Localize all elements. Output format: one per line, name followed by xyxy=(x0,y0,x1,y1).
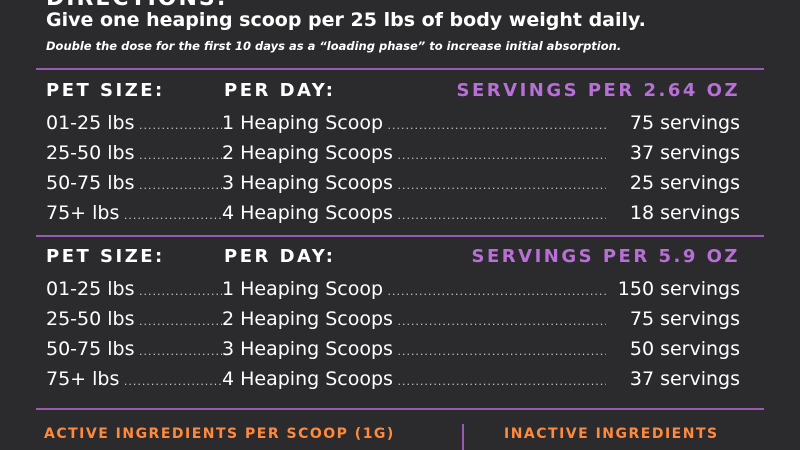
active-ingredients-heading: ACTIVE INGREDIENTS PER SCOOP (1G) xyxy=(44,426,395,442)
servings-cell: 37 servings xyxy=(627,368,740,390)
servings-cell: 75 servings xyxy=(627,112,740,134)
pet-size-cell: 25-50 lbs xyxy=(46,308,222,330)
pet-size-cell: 01-25 lbs xyxy=(46,278,222,300)
servings-cell: 37 servings xyxy=(627,142,740,164)
header-per-day: PER DAY: xyxy=(224,246,336,267)
servings-cell: 75 servings xyxy=(627,308,740,330)
per-day-cell: 4 Heaping Scoops xyxy=(222,368,606,390)
header-servings: SERVINGS PER 5.9 OZ xyxy=(471,246,740,267)
servings-cell: 18 servings xyxy=(627,202,740,224)
table-row: 01-25 lbs 1 Heaping Scoop 150 servings xyxy=(46,276,740,306)
divider-top xyxy=(36,68,764,70)
pet-size-cell: 50-75 lbs xyxy=(46,172,222,194)
header-per-day: PER DAY: xyxy=(224,80,336,101)
servings-table-2-64oz: PET SIZE: PER DAY: SERVINGS PER 2.64 OZ … xyxy=(46,80,740,230)
table-row: 75+ lbs 4 Heaping Scoops 37 servings xyxy=(46,366,740,396)
per-day-cell: 3 Heaping Scoops xyxy=(222,338,606,360)
pet-size-cell: 01-25 lbs xyxy=(46,112,222,134)
pet-size-cell: 75+ lbs xyxy=(46,368,222,390)
table-row: 75+ lbs 4 Heaping Scoops 18 servings xyxy=(46,200,740,230)
per-day-cell: 1 Heaping Scoop xyxy=(222,278,606,300)
pet-size-cell: 25-50 lbs xyxy=(46,142,222,164)
dosage-instruction: Give one heaping scoop per 25 lbs of bod… xyxy=(46,9,646,31)
table-row: 25-50 lbs 2 Heaping Scoops 37 servings xyxy=(46,140,740,170)
pet-size-cell: 75+ lbs xyxy=(46,202,222,224)
table-header: PET SIZE: PER DAY: SERVINGS PER 5.9 OZ xyxy=(46,246,740,276)
servings-table-5-9oz: PET SIZE: PER DAY: SERVINGS PER 5.9 OZ 0… xyxy=(46,246,740,396)
table-header: PET SIZE: PER DAY: SERVINGS PER 2.64 OZ xyxy=(46,80,740,110)
pet-size-cell: 50-75 lbs xyxy=(46,338,222,360)
per-day-cell: 1 Heaping Scoop xyxy=(222,112,606,134)
divider-middle xyxy=(36,235,764,237)
inactive-ingredients-heading: INACTIVE INGREDIENTS xyxy=(504,426,719,442)
divider-bottom xyxy=(36,408,764,410)
table-row: 50-75 lbs 3 Heaping Scoops 50 servings xyxy=(46,336,740,366)
per-day-cell: 3 Heaping Scoops xyxy=(222,172,606,194)
loading-phase-note: Double the dose for the first 10 days as… xyxy=(46,39,622,53)
table-row: 25-50 lbs 2 Heaping Scoops 75 servings xyxy=(46,306,740,336)
header-pet-size: PET SIZE: xyxy=(46,80,165,101)
table-row: 50-75 lbs 3 Heaping Scoops 25 servings xyxy=(46,170,740,200)
servings-cell: 25 servings xyxy=(627,172,740,194)
per-day-cell: 4 Heaping Scoops xyxy=(222,202,606,224)
table-row: 01-25 lbs 1 Heaping Scoop 75 servings xyxy=(46,110,740,140)
directions-heading: DIRECTIONS: xyxy=(46,0,228,11)
footer-vertical-divider xyxy=(462,424,464,450)
servings-cell: 50 servings xyxy=(627,338,740,360)
servings-cell: 150 servings xyxy=(615,278,740,300)
per-day-cell: 2 Heaping Scoops xyxy=(222,308,606,330)
per-day-cell: 2 Heaping Scoops xyxy=(222,142,606,164)
header-servings: SERVINGS PER 2.64 OZ xyxy=(456,80,740,101)
header-pet-size: PET SIZE: xyxy=(46,246,165,267)
